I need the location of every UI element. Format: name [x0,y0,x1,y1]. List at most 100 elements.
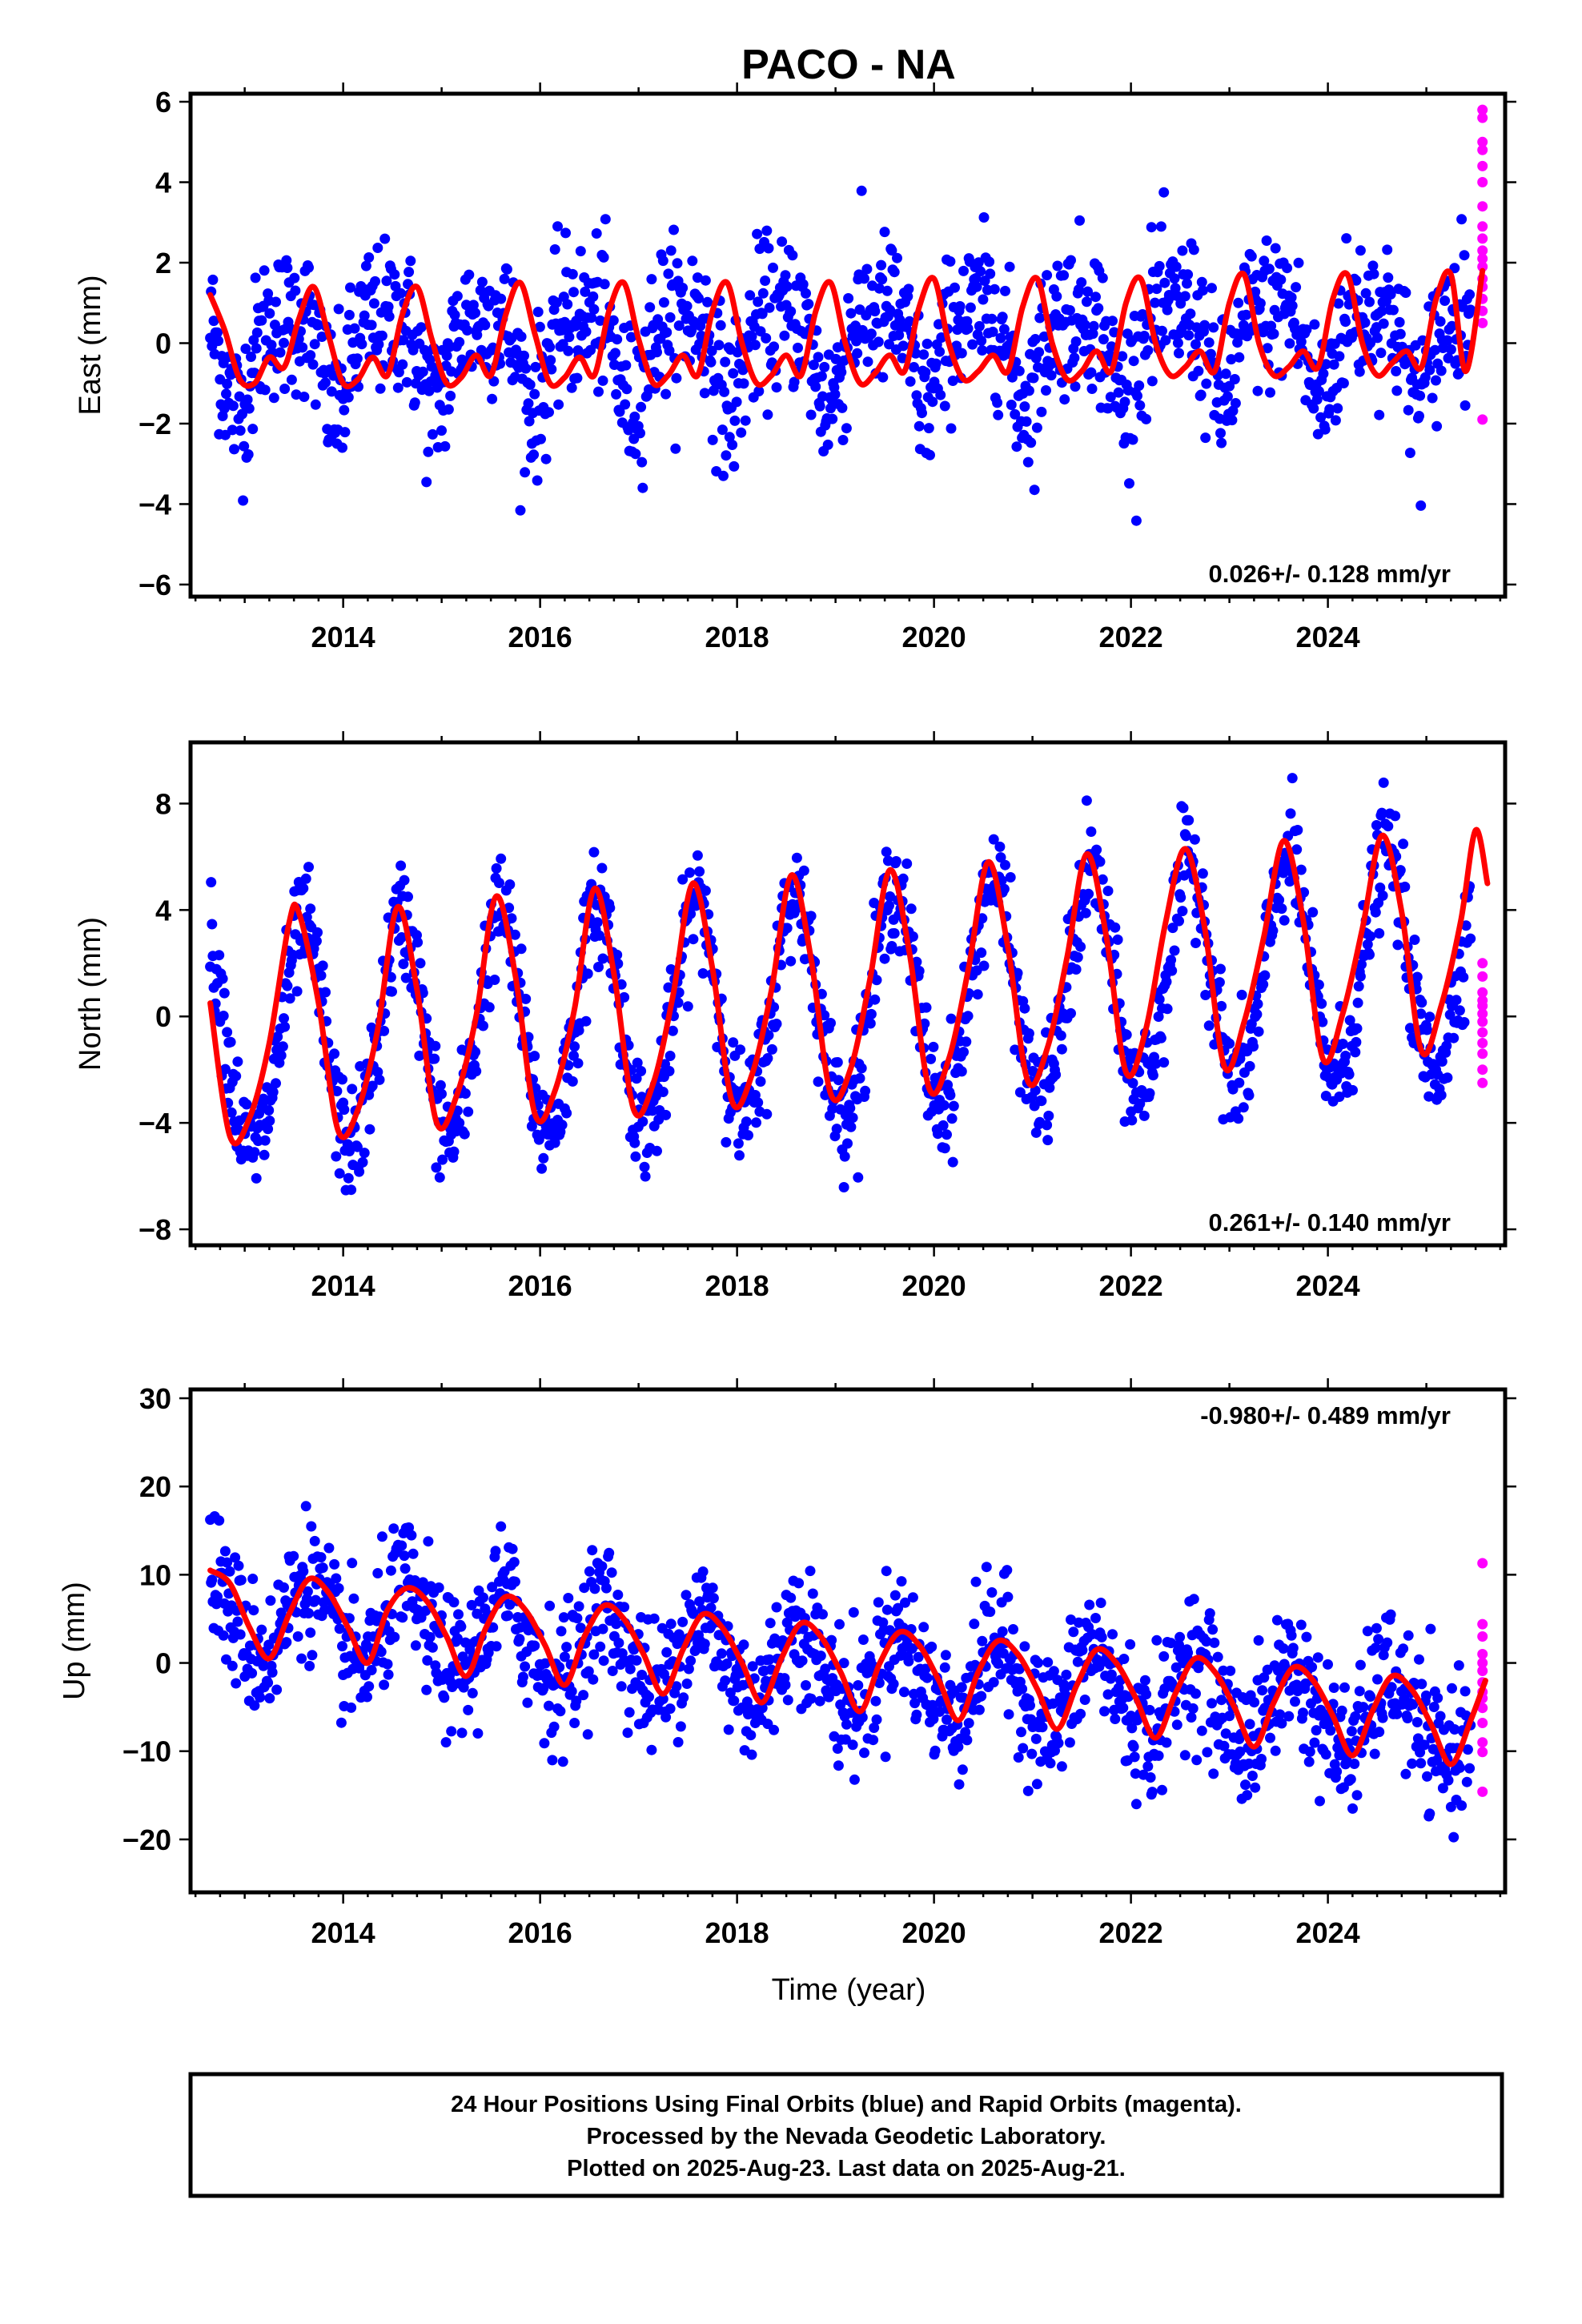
up-final-point [993,1658,1004,1669]
east-final-point [370,275,380,287]
east-final-point [227,424,238,436]
up-final-point [716,1648,727,1659]
up-final-point [1247,1771,1258,1781]
east-final-point [515,505,526,516]
up-final-point [1295,1619,1307,1630]
up-final-point [1079,1695,1090,1705]
north-final-point [1411,971,1423,983]
east-rapid-point [1477,221,1488,232]
north-final-point [568,1050,579,1061]
north-final-point [763,1030,774,1041]
east-final-point [1201,378,1212,389]
east-final-point [1031,422,1042,433]
up-final-point [1270,1745,1281,1756]
east-final-point [307,359,319,370]
north-final-point [1371,820,1382,830]
up-final-point [1345,1774,1356,1785]
east-final-point [897,352,908,364]
up-final-point [841,1719,852,1730]
up-final-point [1171,1719,1182,1731]
east-final-point [976,336,987,346]
east-final-point [611,388,622,400]
north-final-point [207,919,218,930]
up-final-point [375,1647,387,1658]
east-final-point [1010,408,1021,420]
north-final-point [592,917,603,928]
up-final-point [934,1706,946,1717]
up-final-point [595,1641,606,1652]
north-final-point [1030,1127,1042,1138]
east-final-point [1081,296,1092,308]
east-final-point [221,388,231,400]
east-final-point [339,404,350,416]
east-final-point [1130,515,1142,526]
up-final-point [746,1749,757,1760]
east-final-point [713,340,725,351]
east-final-point [575,246,586,257]
up-final-point [1349,1759,1360,1769]
east-final-point [614,406,625,417]
east-final-point [1183,330,1195,341]
east-panel: 2014 2016 2018 2020 2022 2024 −6 −4 −2 0 2 4 6 East (… [74,82,1516,653]
east-final-point [1134,400,1146,411]
north-final-point [219,987,230,999]
east-final-point [845,308,857,319]
east-final-point [496,293,507,304]
east-final-point [745,290,756,301]
up-final-point [604,1547,615,1558]
east-final-point [359,310,370,321]
east-final-point [1006,400,1017,410]
north-final-point [291,986,303,997]
north-final-point [1356,959,1367,970]
east-final-point [974,320,985,332]
north-final-point [569,1041,580,1052]
north-final-point [312,927,323,938]
up-final-point [1118,1654,1130,1664]
north-final-point [1234,1077,1245,1088]
east-y-tick-label: 6 [155,86,171,119]
east-final-point [636,456,648,468]
east-final-point [593,386,604,397]
north-final-point [839,1151,850,1162]
east-final-point [281,255,292,266]
up-final-point [1161,1737,1172,1748]
north-final-point [856,1063,867,1074]
up-final-point [913,1651,924,1663]
north-final-point [496,853,507,864]
up-final-point [797,1655,808,1667]
north-final-point [805,911,817,922]
up-final-point [1235,1746,1246,1757]
east-final-point [686,325,697,336]
east-final-point [911,390,922,401]
north-final-point [429,1053,440,1064]
east-final-point [717,424,728,436]
east-final-point [1387,304,1399,316]
east-final-point [885,304,896,316]
east-final-point [1378,318,1389,329]
east-y-tick-label: −6 [139,569,171,601]
east-final-point [1414,411,1424,421]
east-final-point [1261,235,1272,246]
up-final-point [456,1727,468,1739]
east-final-point [381,275,392,287]
north-final-point [1287,773,1298,784]
east-final-point [971,281,982,292]
north-rapid-point [1477,971,1488,982]
up-final-point [607,1666,618,1676]
up-final-point [230,1552,241,1563]
east-final-point [892,252,902,263]
east-final-point [621,384,632,395]
up-final-point [757,1703,768,1714]
north-final-point [1147,1070,1158,1081]
east-final-point [995,332,1006,344]
up-final-point [247,1574,259,1584]
north-final-point [279,1013,289,1024]
up-final-point [372,1568,383,1578]
east-final-point [687,255,698,267]
east-final-point [1160,335,1171,346]
north-final-point [1081,795,1092,806]
east-final-point [1023,385,1034,396]
east-final-point [1332,403,1343,414]
north-final-point [1144,1088,1155,1099]
up-final-point [612,1590,624,1600]
